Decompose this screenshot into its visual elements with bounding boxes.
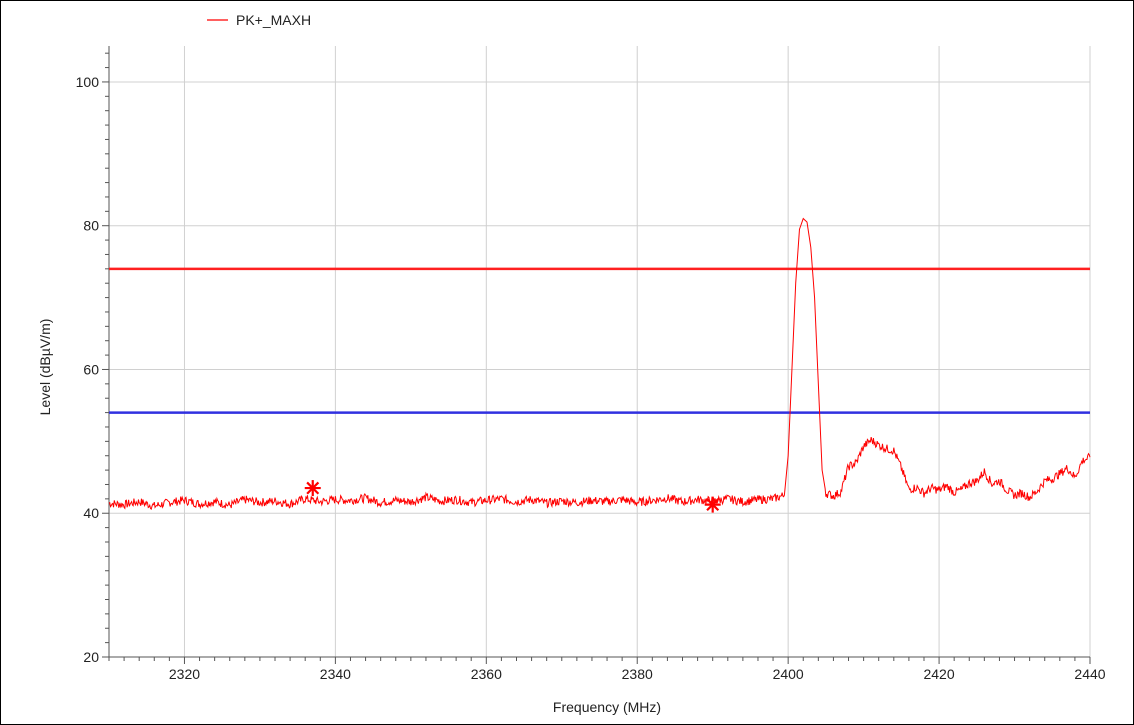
y-axis-title: Level (dBµV/m) <box>37 319 53 416</box>
trace-pk-maxh <box>108 217 1091 510</box>
markers <box>304 480 721 513</box>
legend: PK+_MAXH <box>207 12 311 28</box>
x-tick-label: 2360 <box>471 666 502 682</box>
y-tick-label: 40 <box>83 505 99 521</box>
x-tick-label: 2400 <box>773 666 804 682</box>
x-tick-label: 2380 <box>622 666 653 682</box>
marker-stroke <box>706 498 720 512</box>
grid <box>109 46 1091 658</box>
marker-stroke <box>306 481 320 495</box>
y-tick-label: 60 <box>83 361 99 377</box>
x-tick-label: 2440 <box>1074 666 1105 682</box>
y-tick-label: 100 <box>76 74 100 90</box>
x-tick-label: 2420 <box>923 666 954 682</box>
y-tick-label: 80 <box>83 218 99 234</box>
marker-1 <box>304 480 321 497</box>
legend-label-pk-maxh: PK+_MAXH <box>236 12 311 28</box>
axes: 2320 2340 2360 2380 2400 2420 2440 20 40 60 80 100 <box>76 46 1106 682</box>
limit-lines <box>109 267 1090 414</box>
trace-layer <box>108 217 1091 510</box>
x-tick-label: 2320 <box>169 666 200 682</box>
marker-2 <box>704 496 721 513</box>
x-axis-title: Frequency (MHz) <box>553 699 661 715</box>
y-tick-label: 20 <box>83 649 99 665</box>
x-tick-label: 2340 <box>320 666 351 682</box>
